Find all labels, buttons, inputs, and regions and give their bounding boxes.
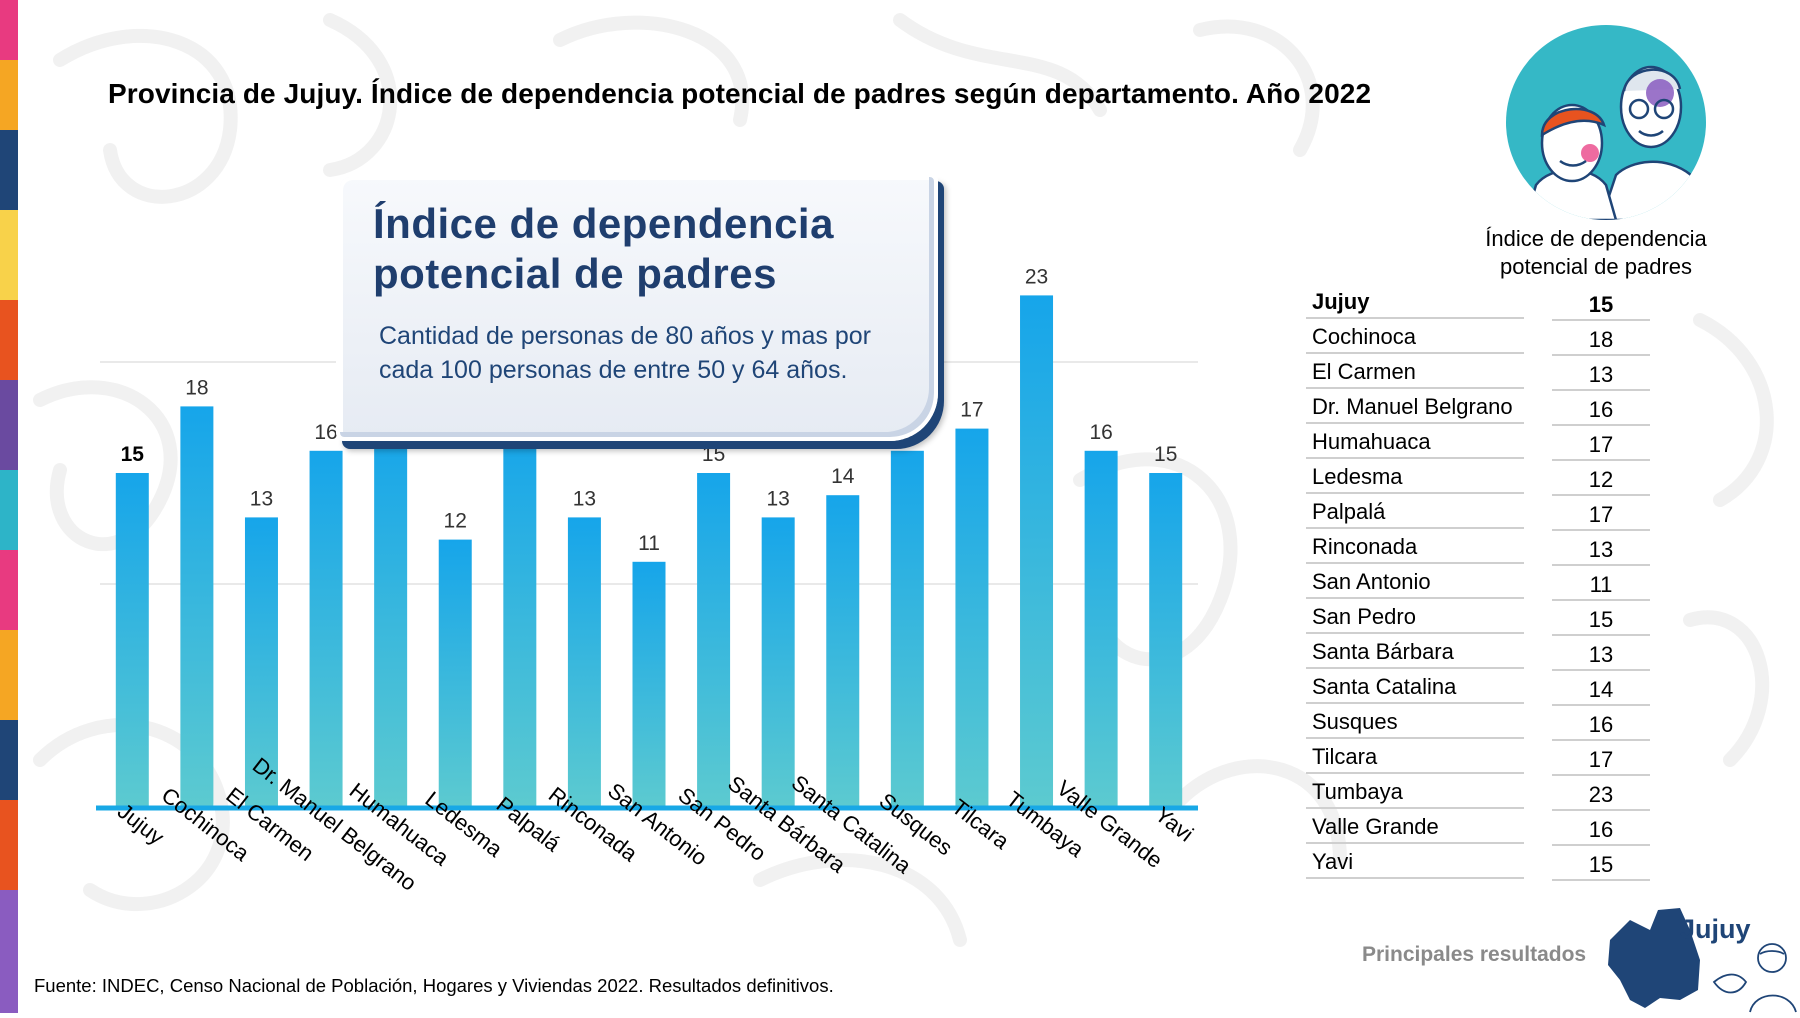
data-label: 14	[831, 465, 855, 488]
table-row: Humahuaca 17	[1306, 426, 1651, 461]
table-row: El Carmen 13	[1306, 356, 1651, 391]
data-label: 13	[766, 487, 789, 510]
table-row: Palpalá 17	[1306, 496, 1651, 531]
bar	[761, 517, 795, 806]
data-label: 23	[1025, 265, 1048, 288]
data-label: 16	[314, 421, 337, 444]
table-cell-value: 14	[1552, 673, 1650, 706]
table-cell-department: Santa Bárbara	[1306, 636, 1524, 669]
table-cell-value: 13	[1552, 358, 1650, 391]
table-cell-department: Dr. Manuel Belgrano	[1306, 391, 1524, 424]
logo-text: Jujuy	[1680, 914, 1751, 944]
table-cell-value: 11	[1552, 568, 1650, 601]
table-row: Valle Grande 16	[1306, 811, 1651, 846]
table-cell-value: 23	[1552, 778, 1650, 811]
table-row: Tilcara 17	[1306, 741, 1651, 776]
table-cell-value: 13	[1552, 638, 1650, 671]
table-cell-department: Tilcara	[1306, 741, 1524, 774]
table-cell-department: Valle Grande	[1306, 811, 1524, 844]
table-cell-department: Yavi	[1306, 846, 1524, 879]
bar	[1084, 450, 1118, 806]
table-cell-department: San Antonio	[1306, 566, 1524, 599]
definition-title: Índice de dependencia potencial de padre…	[373, 200, 834, 297]
bar	[1020, 295, 1054, 806]
data-label: 16	[1089, 421, 1112, 444]
source-note: Fuente: INDEC, Censo Nacional de Poblaci…	[34, 975, 834, 996]
table-row: San Pedro 15	[1306, 601, 1651, 636]
table-cell-value: 15	[1552, 848, 1650, 881]
bar	[890, 450, 924, 806]
data-label: 15	[702, 443, 725, 466]
table-cell-value: 17	[1552, 743, 1650, 776]
data-label: 17	[960, 399, 983, 422]
table-row: Susques 16	[1306, 706, 1651, 741]
table-cell-department: Palpalá	[1306, 496, 1524, 529]
table-row: Jujuy 15	[1306, 286, 1651, 321]
table-cell-department: Rinconada	[1306, 531, 1524, 564]
bar	[244, 517, 278, 806]
table-cell-value: 17	[1552, 428, 1650, 461]
table-cell-value: 16	[1552, 393, 1650, 426]
bar	[374, 428, 408, 806]
bar	[826, 495, 860, 806]
data-label: 13	[250, 487, 273, 510]
jujuy-map-icon	[1608, 908, 1797, 1013]
table-cell-value: 16	[1552, 813, 1650, 846]
elderly-couple-icon	[1506, 25, 1706, 220]
data-label: 11	[638, 532, 660, 555]
table-cell-value: 17	[1552, 498, 1650, 531]
table-cell-department: Santa Catalina	[1306, 671, 1524, 704]
bar	[438, 539, 472, 806]
table-header: Índice de dependencia potencial de padre…	[1485, 226, 1707, 279]
data-label: 18	[185, 376, 208, 399]
table-row: Santa Bárbara 13	[1306, 636, 1651, 671]
data-label: 12	[444, 510, 467, 533]
table-cell-department: Ledesma	[1306, 461, 1524, 494]
table-cell-value: 13	[1552, 533, 1650, 566]
table-cell-department: Susques	[1306, 706, 1524, 739]
table-cell-value: 15	[1552, 288, 1650, 321]
page-title: Provincia de Jujuy. Índice de dependenci…	[108, 78, 1372, 109]
table-row: Cochinoca 18	[1306, 321, 1651, 356]
table-cell-value: 12	[1552, 463, 1650, 496]
bar	[115, 473, 149, 806]
table-cell-value: 15	[1552, 603, 1650, 636]
bar	[955, 428, 989, 806]
table-row: San Antonio 11	[1306, 566, 1651, 601]
table-row: Yavi 15	[1306, 846, 1651, 881]
bar-chart: 1518131617121713111513141617231615 Jujuy…	[96, 265, 1198, 896]
bar	[1149, 473, 1183, 806]
bar	[697, 473, 731, 806]
table-row: Rinconada 13	[1306, 531, 1651, 566]
bar	[567, 517, 601, 806]
bar	[503, 428, 537, 806]
table-row: Ledesma 12	[1306, 461, 1651, 496]
definition-card: Índice de dependencia potencial de padre…	[336, 173, 938, 441]
table-row: Dr. Manuel Belgrano 16	[1306, 391, 1651, 426]
values-table: Jujuy 15 Cochinoca 18 El Carmen 13 Dr. Manuel …	[1306, 286, 1651, 881]
table-cell-value: 16	[1552, 708, 1650, 741]
data-label: 15	[121, 443, 145, 466]
table-cell-department: San Pedro	[1306, 601, 1524, 634]
data-label: 15	[1154, 443, 1177, 466]
table-row: Tumbaya 23	[1306, 776, 1651, 811]
data-label: 13	[573, 487, 596, 510]
jujuy-logo: Jujuy	[1600, 900, 1800, 1013]
table-cell-department: Cochinoca	[1306, 321, 1524, 354]
table-cell-department: El Carmen	[1306, 356, 1524, 389]
decorative-left-strip	[0, 0, 18, 1013]
table-cell-value: 18	[1552, 323, 1650, 356]
table-cell-department: Jujuy	[1306, 286, 1524, 319]
bar	[180, 406, 214, 806]
footer-label: Principales resultados	[1362, 943, 1587, 966]
bar	[309, 450, 343, 806]
definition-description: Cantidad de personas de 80 años y mas po…	[379, 322, 871, 384]
table-cell-department: Tumbaya	[1306, 776, 1524, 809]
table-row: Santa Catalina 14	[1306, 671, 1651, 706]
table-cell-department: Humahuaca	[1306, 426, 1524, 459]
bar	[632, 561, 666, 806]
